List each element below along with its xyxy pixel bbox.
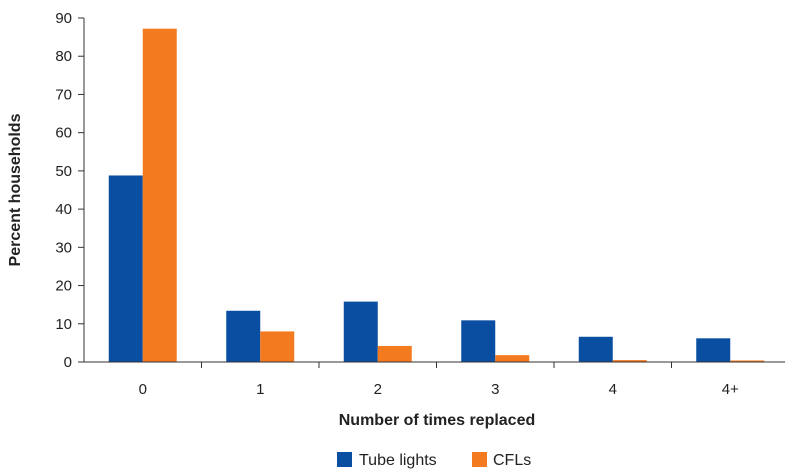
y-tick-label-80: 80 [55, 48, 72, 65]
y-tick-label-10: 10 [55, 316, 72, 333]
bar-cfls-5 [730, 360, 765, 362]
y-tick-label-20: 20 [55, 278, 72, 295]
bar-cfls-1 [260, 331, 295, 362]
bar-tube-lights-4 [578, 336, 613, 362]
y-tick-label-0: 0 [64, 354, 72, 371]
bar-cfls-4 [612, 360, 647, 362]
bar-tube-lights-0 [108, 175, 143, 362]
y-tick-label-40: 40 [55, 201, 72, 218]
labels-layer: 0 10 20 30 40 50 60 70 80 90 0 1 2 3 4 4+ [55, 10, 739, 398]
y-tick-label-70: 70 [55, 86, 72, 103]
legend-swatch-tube-lights [337, 452, 352, 467]
x-tick-label-3: 3 [491, 381, 499, 398]
bar-tube-lights-3 [461, 320, 496, 362]
y-tick-label-90: 90 [55, 10, 72, 27]
bar-cfls-0 [142, 28, 177, 362]
legend-label-tube-lights: Tube lights [359, 452, 437, 469]
x-tick-label-4: 4 [609, 381, 617, 398]
axes-layer [78, 17, 785, 368]
x-axis-title: Number of times replaced [339, 412, 536, 429]
legend-swatch-cfls [472, 452, 487, 467]
x-tick-label-5: 4+ [722, 381, 739, 398]
legend: Tube lights CFLs [337, 452, 531, 469]
y-tick-label-50: 50 [55, 163, 72, 180]
bar-tube-lights-1 [226, 310, 261, 362]
bars-layer [108, 28, 765, 362]
y-axis-title: Percent households [7, 113, 24, 266]
x-tick-label-0: 0 [139, 381, 147, 398]
bar-cfls-2 [377, 345, 412, 362]
y-tick-label-30: 30 [55, 239, 72, 256]
x-tick-label-1: 1 [256, 381, 264, 398]
legend-label-cfls: CFLs [493, 452, 531, 469]
bar-tube-lights-2 [343, 301, 378, 362]
bar-tube-lights-5 [696, 338, 731, 362]
x-tick-label-2: 2 [374, 381, 382, 398]
y-tick-label-60: 60 [55, 125, 72, 142]
bar-cfls-3 [495, 355, 530, 362]
